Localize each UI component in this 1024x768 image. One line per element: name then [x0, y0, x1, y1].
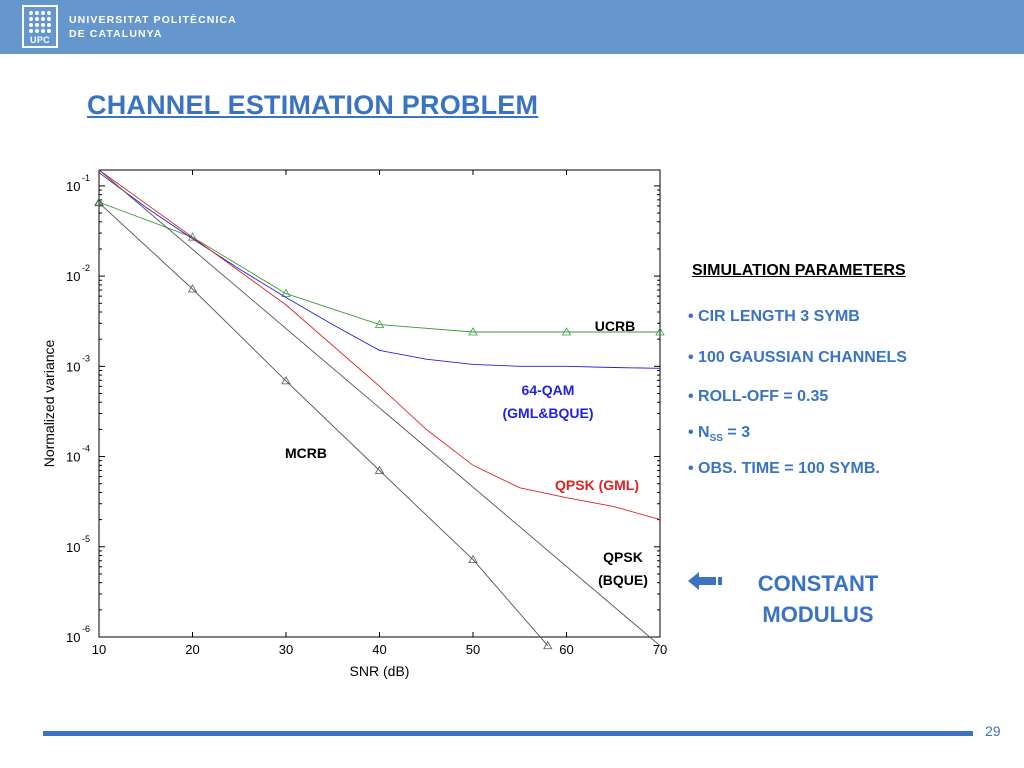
left-arrow-icon — [688, 572, 722, 590]
x-tick-label: 50 — [466, 642, 480, 657]
simulation-parameters-heading: SIMULATION PARAMETERS — [692, 262, 906, 279]
logo-dot — [47, 17, 51, 21]
x-tick-label: 20 — [185, 642, 199, 657]
series-label-line: QPSK (GML) — [555, 477, 639, 493]
series-line-mcrb — [98, 202, 549, 646]
series-label-line: QPSK — [603, 549, 643, 565]
param-nss-value: = 3 — [722, 424, 751, 441]
series-line-ucrb — [98, 201, 660, 333]
series-label-line: (BQUE) — [598, 572, 648, 588]
y-tick-exponent: -1 — [82, 173, 90, 183]
y-tick-exponent: -2 — [82, 263, 90, 273]
logo-dot — [41, 29, 45, 33]
variance-chart: 10 20 30 40 50 60 7010-110-210-310-410-510-6SN… — [41, 169, 667, 679]
university-name: UNIVERSITAT POLITÈCNICA DE CATALUNYA — [69, 13, 237, 41]
chart-labels: UCRB 64-QAM (GML&BQUE) MCRB QPSK (GML) QPSK (B… — [285, 318, 648, 588]
data-point-ucrb — [468, 327, 478, 336]
data-point-mcrb — [94, 197, 104, 207]
data-point-mcrb — [374, 465, 385, 474]
param-nss-subscript: SS — [709, 433, 723, 445]
y-tick-exponent: -6 — [82, 624, 90, 634]
footer-divider — [43, 731, 973, 736]
data-point-mcrb — [468, 554, 478, 564]
series-label-mcrb: MCRB — [285, 445, 327, 461]
logo-dot — [41, 17, 45, 21]
logo-dot — [47, 29, 51, 33]
x-tick-label: 40 — [372, 642, 386, 657]
constant-modulus-label: CONSTANT MODULUS — [738, 568, 898, 630]
logo-dot — [35, 11, 39, 15]
param-gaussian-channels: • 100 GAUSSIAN CHANNELS — [688, 349, 907, 366]
y-tick-label: 10 — [66, 179, 80, 194]
y-tick-label: 10 — [66, 630, 80, 645]
constant-modulus-line1: CONSTANT — [757, 571, 879, 596]
x-tick-label: 30 — [279, 642, 293, 657]
param-obs-time: • OBS. TIME = 100 SYMB. — [688, 460, 880, 477]
logo-dot — [29, 23, 33, 27]
y-tick-exponent: -3 — [82, 353, 90, 363]
data-point-ucrb — [374, 319, 385, 329]
data-point-mcrb — [281, 376, 291, 385]
y-tick-label: 10 — [66, 450, 80, 465]
upc-logo-icon: UPC — [22, 5, 58, 48]
series-label-line: UCRB — [595, 318, 635, 334]
param-nss: • NSS = 3 — [688, 424, 750, 444]
series-label-qam64: 64-QAM (GML&BQUE) — [503, 382, 594, 421]
y-axis-label: Normalized variance — [41, 339, 57, 467]
logo-dot — [47, 23, 51, 27]
series-line-qpsk_bque — [98, 169, 661, 647]
series-label-line: MCRB — [285, 445, 327, 461]
param-nss-prefix: • N — [688, 424, 710, 441]
logo-dot — [35, 29, 39, 33]
chart-series — [94, 169, 665, 650]
university-name-line2: DE CATALUNYA — [69, 28, 163, 40]
y-tick-exponent: -4 — [82, 444, 90, 454]
param-cir-length: • CIR LENGTH 3 SYMB — [688, 308, 860, 325]
y-tick-label: 10 — [66, 269, 80, 284]
logo-dot — [35, 17, 39, 21]
logo-dot — [41, 23, 45, 27]
x-tick-label: 60 — [559, 642, 573, 657]
data-point-mcrb — [543, 640, 553, 650]
constant-modulus-line2: MODULUS — [762, 602, 874, 627]
x-axis-label: SNR (dB) — [350, 663, 410, 679]
plot-frame — [98, 169, 661, 638]
series-label-ucrb: UCRB — [595, 318, 635, 334]
data-point-ucrb — [655, 327, 665, 336]
x-tick-label: 10 — [92, 642, 106, 657]
param-roll-off: • ROLL-OFF = 0.35 — [688, 388, 829, 405]
slide-title: CHANNEL ESTIMATION PROBLEM — [87, 90, 539, 120]
logo-dot — [41, 11, 45, 15]
logo-dots — [29, 11, 53, 35]
series-label-qpsk_bque: QPSK (BQUE) — [598, 549, 648, 588]
series-label-qpsk_gml: QPSK (GML) — [555, 477, 639, 493]
data-point-ucrb — [281, 288, 291, 297]
chart-axes: 10 20 30 40 50 60 7010-110-210-310-410-510-6SN… — [41, 169, 667, 679]
logo-dot — [29, 17, 33, 21]
y-tick-label: 10 — [66, 359, 80, 374]
y-tick-label: 10 — [66, 540, 80, 555]
data-point-ucrb — [187, 232, 198, 241]
y-tick-exponent: -5 — [82, 534, 90, 544]
header-bar: UPC UNIVERSITAT POLITÈCNICA DE CATALUNYA — [0, 0, 1024, 54]
logo-badge: UPC — [30, 35, 50, 45]
series-label-line: 64-QAM — [522, 382, 575, 398]
x-tick-label: 70 — [653, 642, 667, 657]
logo-dot — [29, 29, 33, 33]
page-number: 29 — [985, 723, 1001, 739]
series-line-qpsk_gml — [98, 169, 661, 521]
logo-dot — [47, 11, 51, 15]
university-name-line1: UNIVERSITAT POLITÈCNICA — [69, 14, 237, 26]
logo-dot — [29, 11, 33, 15]
logo-dot — [35, 23, 39, 27]
series-label-line: (GML&BQUE) — [503, 405, 594, 421]
data-point-ucrb — [561, 327, 572, 336]
series-line-qam64 — [98, 172, 661, 369]
data-point-mcrb — [187, 284, 198, 293]
